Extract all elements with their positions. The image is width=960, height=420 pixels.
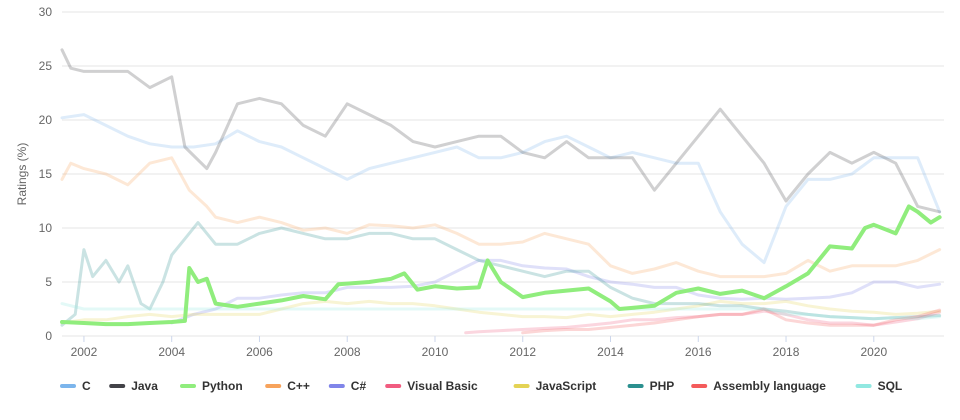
series-line-php[interactable]: [60, 221, 942, 327]
series-line-java[interactable]: [60, 48, 942, 214]
x-tick-label: 2016: [685, 345, 712, 359]
legend-item-java[interactable]: Java: [109, 379, 158, 393]
y-tick-label: 20: [39, 113, 53, 127]
legend-item-c-[interactable]: C++: [265, 379, 310, 393]
legend-label: C++: [287, 379, 310, 393]
legend-swatch: [265, 384, 282, 388]
x-tick-label: 2018: [773, 345, 800, 359]
legend-label: Python: [202, 379, 243, 393]
x-tick-label: 2020: [860, 345, 887, 359]
series-lines: [60, 48, 942, 335]
x-tick-label: 2010: [422, 345, 449, 359]
x-tick-label: 2002: [71, 345, 98, 359]
series-line-sql[interactable]: [60, 302, 942, 321]
x-axis: 2002 2004 2006 2008 2010 2012 2014 2016 2018 2020: [71, 336, 887, 359]
legend-swatch: [513, 384, 530, 388]
legend-swatch: [691, 384, 708, 388]
legend-item-c[interactable]: C: [60, 379, 91, 393]
gridlines: [62, 11, 944, 337]
series-line-c-[interactable]: [170, 258, 942, 325]
y-tick-label: 0: [45, 329, 52, 343]
y-tick-label: 10: [39, 221, 53, 235]
legend-item-sql[interactable]: SQL: [855, 379, 903, 393]
x-tick-label: 2008: [334, 345, 361, 359]
series-line-javascript[interactable]: [60, 299, 942, 325]
legend-label: JavaScript: [536, 379, 597, 393]
y-axis: 0 5 10 15 20 25 30: [39, 5, 53, 343]
y-tick-label: 15: [39, 167, 53, 181]
legend-swatch: [328, 384, 345, 388]
legend-swatch: [385, 384, 402, 388]
series-line-assembly-language[interactable]: [521, 307, 942, 335]
series-line-c-[interactable]: [60, 156, 942, 279]
legend-item-c-[interactable]: C#: [328, 379, 367, 393]
legend-item-php[interactable]: PHP: [627, 379, 675, 393]
legend-label: Assembly language: [713, 379, 826, 393]
legend-label: C: [82, 379, 91, 393]
legend-swatch: [60, 384, 76, 388]
x-tick-label: 2006: [246, 345, 273, 359]
legend-label: Java: [131, 379, 158, 393]
legend-swatch: [109, 384, 126, 388]
legend-label: Visual Basic: [407, 379, 478, 393]
legend-label: C#: [351, 379, 367, 393]
y-tick-label: 5: [45, 275, 52, 289]
legend-label: PHP: [650, 379, 675, 393]
series-line-c[interactable]: [60, 113, 942, 265]
series-line-visual-basic[interactable]: [464, 309, 942, 335]
legend-item-visual-basic[interactable]: Visual Basic: [385, 379, 478, 393]
legend-item-python[interactable]: Python: [180, 379, 243, 393]
legend-label: SQL: [878, 379, 903, 393]
x-tick-label: 2012: [509, 345, 536, 359]
legend-swatch: [180, 384, 196, 388]
legend-swatch: [627, 384, 644, 388]
legend-swatch: [855, 384, 872, 388]
legend-item-javascript[interactable]: JavaScript: [513, 379, 597, 393]
y-axis-title: Ratings (%): [15, 143, 29, 206]
x-tick-label: 2014: [597, 345, 624, 359]
legend: C Java Python C++ C# Visual Basic JavaScript PH…: [60, 379, 902, 393]
y-tick-label: 30: [39, 5, 53, 19]
series-line-python[interactable]: [60, 204, 942, 327]
x-tick-label: 2004: [158, 345, 185, 359]
legend-item-assembly-language[interactable]: Assembly language: [691, 379, 826, 393]
y-tick-label: 25: [39, 59, 53, 73]
